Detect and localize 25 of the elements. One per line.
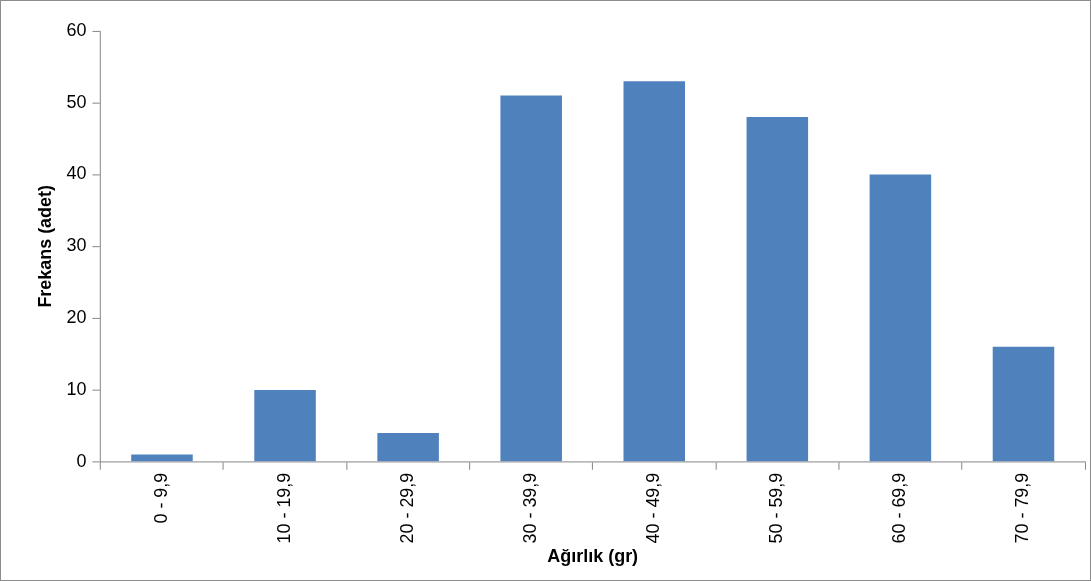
x-tick-label: 70 - 79,9 — [1012, 472, 1033, 544]
x-tick-label: 20 - 29,9 — [397, 472, 418, 544]
y-tick-label: 40 — [66, 163, 87, 184]
bar — [992, 346, 1055, 462]
x-axis-title: Ağırlık (gr) — [547, 546, 639, 567]
bar — [377, 433, 439, 462]
x-tick-label: 60 - 69,9 — [889, 472, 910, 544]
bar — [500, 95, 562, 462]
x-tick-label: 30 - 39,9 — [520, 472, 541, 544]
x-tick-label: 50 - 59,9 — [766, 472, 787, 544]
y-tick-label: 60 — [66, 19, 87, 40]
bar — [623, 81, 686, 462]
bar — [254, 389, 316, 462]
bar — [131, 454, 193, 462]
y-tick-label: 20 — [66, 307, 87, 328]
bar — [869, 174, 932, 462]
y-tick-label: 0 — [76, 450, 87, 471]
y-axis-title: Frekans (adet) — [34, 185, 55, 308]
x-tick-label: 40 - 49,9 — [643, 472, 664, 544]
bar — [746, 117, 809, 462]
y-tick-label: 50 — [66, 91, 87, 112]
x-tick-label: 10 - 19,9 — [273, 472, 295, 544]
y-tick-label: 30 — [66, 235, 87, 256]
y-tick-label: 10 — [66, 378, 87, 399]
x-tick-label: 0 - 9,9 — [150, 472, 171, 524]
